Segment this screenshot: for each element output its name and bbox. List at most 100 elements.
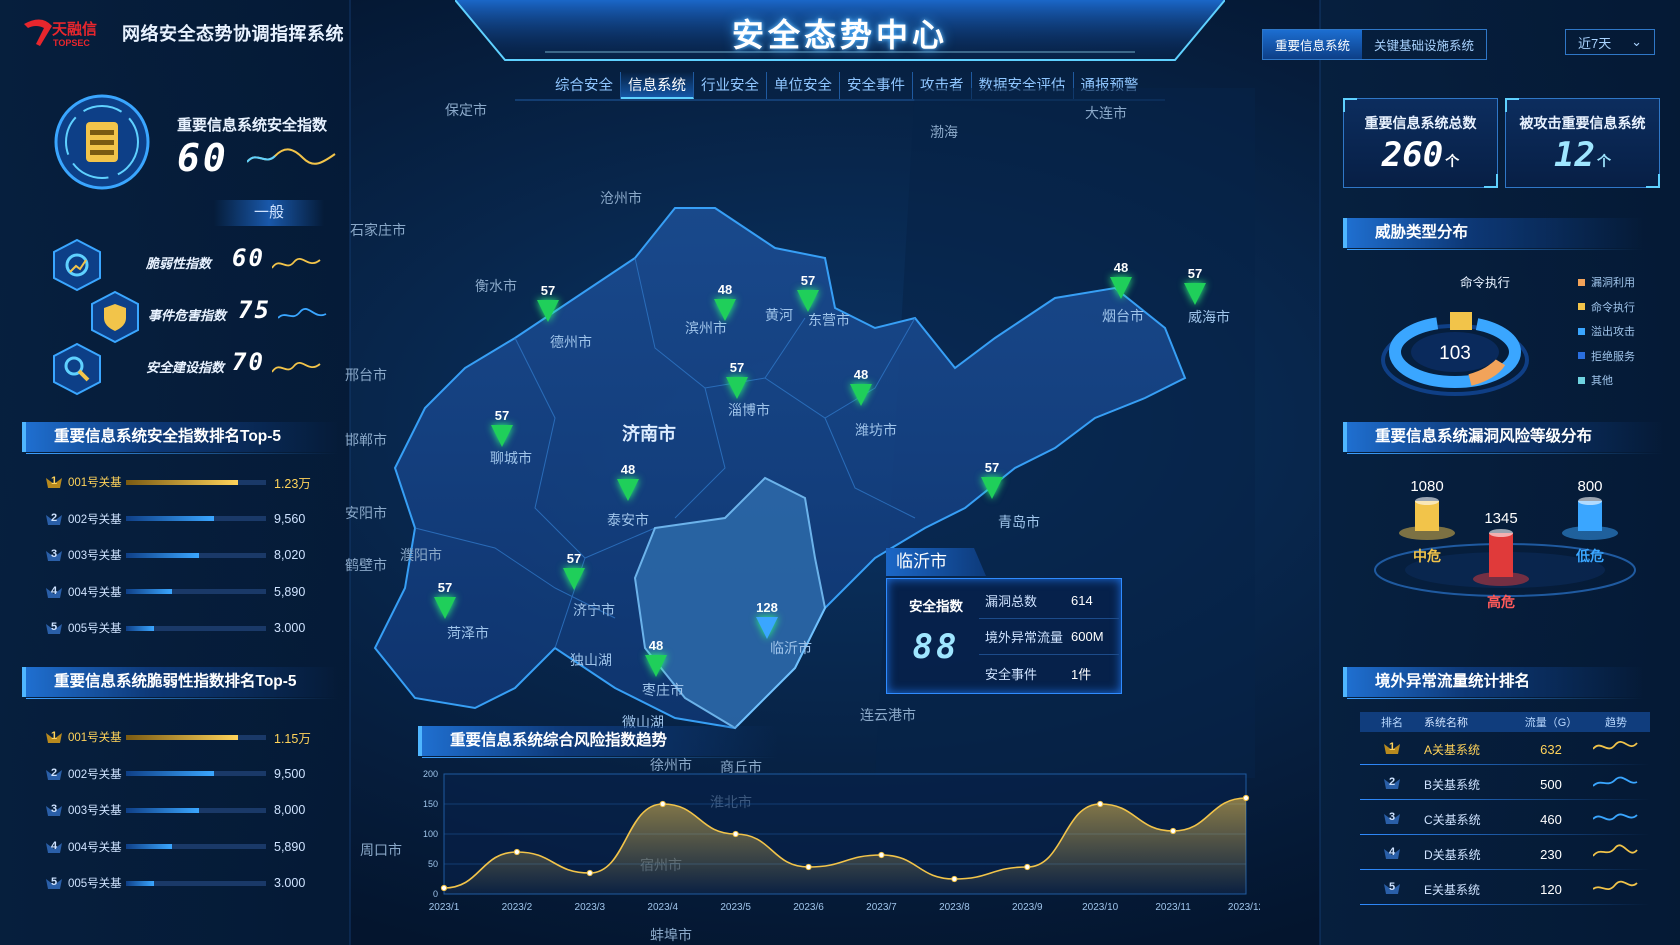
- flow-table-row[interactable]: 5 E关基系统 120: [1360, 872, 1650, 907]
- map-city-label: 菏泽市: [447, 625, 489, 641]
- security-index-card: 重要信息系统安全指数 60: [52, 92, 352, 202]
- flow-system-name: A关基系统: [1424, 743, 1481, 757]
- construction-index: 安全建设指数 70: [50, 342, 340, 396]
- map-pin-marker-icon: [563, 568, 585, 590]
- risk-level-item[interactable]: 1345 高危: [1456, 510, 1546, 612]
- map-pin[interactable]: 57: [977, 460, 1007, 499]
- map-pin[interactable]: 57: [533, 283, 563, 322]
- trend-data-point[interactable]: [1169, 827, 1177, 835]
- ranking-row[interactable]: 2 002号关基 9,500: [44, 756, 334, 793]
- flow-system-name: C关基系统: [1424, 813, 1481, 827]
- ranking-row[interactable]: 4 004号关基 5,890: [44, 574, 334, 611]
- rank-bar: [126, 734, 266, 740]
- rank-bar: [126, 516, 266, 522]
- legend-item[interactable]: 溢出攻击: [1578, 319, 1635, 344]
- legend-item[interactable]: 命令执行: [1578, 295, 1635, 320]
- legend-label: 漏洞利用: [1591, 277, 1635, 290]
- tab-events[interactable]: 安全事件: [840, 72, 913, 99]
- legend-item[interactable]: 拒绝服务: [1578, 344, 1635, 369]
- tab-unit[interactable]: 单位安全: [767, 72, 840, 99]
- map-pin[interactable]: 48: [846, 367, 876, 406]
- map-city-label: 邯郸市: [345, 432, 387, 448]
- map-pin[interactable]: 57: [722, 360, 752, 399]
- trend-data-point[interactable]: [732, 830, 739, 838]
- map-pin[interactable]: 57: [1180, 266, 1210, 305]
- flow-table-row[interactable]: 2 B关基系统 500: [1360, 767, 1650, 802]
- col-rank: 排名: [1381, 717, 1403, 729]
- flow-value: 632: [1540, 742, 1562, 757]
- svg-text:1: 1: [51, 730, 57, 742]
- rank-value: 3.000: [274, 621, 306, 636]
- trend-data-point[interactable]: [586, 869, 593, 877]
- risk-trend-chart: 0 50 100 150 200 2023/1 2023/2 2023/3 2023/4 2023…: [423, 769, 1260, 913]
- ranking-row[interactable]: 5 005号关基 3.000: [44, 865, 334, 902]
- rank-value: 1.15万: [274, 731, 311, 746]
- trend-data-point[interactable]: [440, 884, 448, 892]
- map-pin-marker-icon: [850, 384, 872, 406]
- time-range-select[interactable]: 近7天 ⌄: [1565, 29, 1655, 55]
- ranking-row[interactable]: 1 001号关基 1.23万: [44, 464, 334, 501]
- risk-level-item[interactable]: 1080 中危: [1382, 478, 1472, 566]
- trend-data-point[interactable]: [805, 863, 812, 871]
- map-pin[interactable]: 48: [613, 462, 643, 501]
- rank-bar: [126, 625, 266, 631]
- map-pin[interactable]: 57: [487, 408, 517, 447]
- risk-level-item[interactable]: 800 低危: [1545, 478, 1635, 566]
- rank-value: 1.23万: [274, 476, 311, 491]
- tab-info-system[interactable]: 信息系统: [621, 72, 694, 99]
- legend-label: 其他: [1591, 375, 1613, 388]
- ranking-row[interactable]: 4 004号关基 5,890: [44, 829, 334, 866]
- ranking-row[interactable]: 5 005号关基 3.000: [44, 610, 334, 647]
- map-city-label: 沧州市: [600, 190, 642, 206]
- map-pin[interactable]: 57: [793, 273, 823, 312]
- tab-comprehensive[interactable]: 综合安全: [548, 72, 621, 99]
- flow-table-row[interactable]: 4 D关基系统 230: [1360, 837, 1650, 872]
- risk-title: 重要信息系统漏洞风险等级分布: [1343, 422, 1663, 454]
- flow-table-row[interactable]: 3 C关基系统 460: [1360, 802, 1650, 837]
- map-pin[interactable]: 48: [641, 638, 671, 677]
- trend-data-point[interactable]: [878, 851, 885, 859]
- trend-data-point[interactable]: [1097, 800, 1104, 808]
- map-pin-marker-icon: [645, 655, 667, 677]
- map-pin-value: 48: [717, 282, 733, 297]
- ranking-row[interactable]: 1 001号关基 1.15万: [44, 719, 334, 756]
- trend-data-point[interactable]: [951, 875, 958, 883]
- ranking-row[interactable]: 2 002号关基 9,560: [44, 501, 334, 538]
- trend-data-point[interactable]: [1024, 863, 1031, 871]
- rank-bar-fill: [126, 552, 199, 558]
- rank-medal-icon: 2: [44, 764, 64, 784]
- linyi-region[interactable]: [633, 476, 827, 730]
- tab-important-systems[interactable]: 重要信息系统: [1263, 30, 1363, 59]
- map-pin[interactable]: 48: [1106, 260, 1136, 299]
- rank-medal-icon: 1: [1360, 738, 1424, 761]
- trend-data-point[interactable]: [513, 848, 521, 856]
- ranking-row[interactable]: 3 003号关基 8,020: [44, 537, 334, 574]
- tab-critical-infrastructure[interactable]: 关键基础设施系统: [1374, 39, 1475, 53]
- map-pin[interactable]: 48: [710, 282, 740, 321]
- risk-level-count: 1345: [1484, 510, 1518, 527]
- trend-y-tick-label: 100: [423, 829, 438, 839]
- legend-item[interactable]: 其他: [1578, 368, 1635, 393]
- trend-data-point[interactable]: [1242, 794, 1250, 802]
- map-pin[interactable]: 57: [559, 551, 589, 590]
- rank-bar-fill: [126, 880, 154, 886]
- map-pin[interactable]: 57: [430, 580, 460, 619]
- gear-chart-icon: [53, 238, 101, 292]
- map-pin-value: 57: [984, 460, 1000, 475]
- trend-data-point[interactable]: [659, 800, 666, 808]
- ranking-row[interactable]: 3 003号关基 8,000: [44, 792, 334, 829]
- map-city-label: 烟台市: [1102, 308, 1144, 324]
- legend-item[interactable]: 漏洞利用: [1578, 270, 1635, 295]
- legend-swatch: [1578, 376, 1585, 384]
- rank-value: 8,000: [274, 803, 306, 818]
- map-city-label: 蚌埠市: [650, 927, 692, 943]
- map-pin[interactable]: 128: [752, 600, 782, 639]
- tab-industry[interactable]: 行业安全: [694, 72, 767, 99]
- svg-text:4: 4: [51, 585, 58, 597]
- threat-highlight-segment: [1450, 312, 1472, 330]
- svg-text:5: 5: [51, 621, 57, 633]
- flow-table-row[interactable]: 1 A关基系统 632: [1360, 732, 1650, 767]
- svg-text:3: 3: [1389, 811, 1395, 823]
- event-harm-index: 事件危害指数 75: [88, 290, 378, 344]
- rank-medal-icon: 3: [44, 545, 64, 565]
